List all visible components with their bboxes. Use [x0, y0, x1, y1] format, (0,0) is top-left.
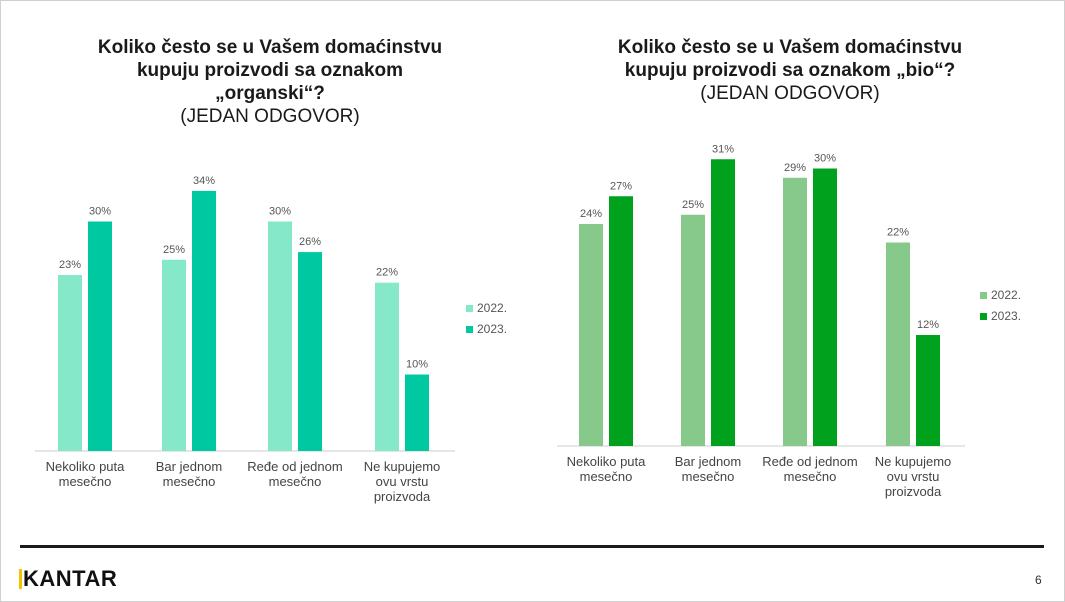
left-category-label-1-1: mesečno	[163, 474, 216, 489]
left-data-label-2022-1: 25%	[163, 244, 185, 256]
left-legend-swatch-2022	[466, 305, 473, 312]
kantar-logo-text: KANTAR	[23, 566, 118, 591]
left-category-label-3-0: Ne kupujemo	[364, 459, 441, 474]
page-number: 6	[1035, 573, 1042, 587]
right-category-label-0-1: mesečno	[580, 469, 633, 484]
left-category-label-3-1: ovu vrstu	[376, 474, 429, 489]
right-data-label-2023-0: 27%	[610, 180, 632, 192]
right-category-label-3-2: proizvoda	[885, 484, 942, 499]
right-category-label-1-0: Bar jednom	[675, 454, 741, 469]
right-legend-label-2023: 2023.	[991, 309, 1021, 323]
right-data-label-2023-1: 31%	[712, 143, 734, 155]
left-data-label-2023-1: 34%	[193, 175, 215, 187]
right-bar-2023-2	[813, 168, 837, 446]
left-bar-2023-1	[192, 190, 216, 451]
right-bar-2023-3	[916, 335, 940, 446]
right-category-label-3-0: Ne kupujemo	[875, 454, 952, 469]
kantar-logo: KANTAR	[19, 566, 117, 592]
right-bar-2023-1	[711, 159, 735, 446]
left-legend-label-2023: 2023.	[477, 322, 507, 336]
kantar-logo-mark	[19, 569, 22, 589]
footer-divider	[20, 545, 1044, 548]
right-category-label-1-1: mesečno	[682, 469, 735, 484]
left-category-label-2-1: mesečno	[269, 474, 322, 489]
left-data-label-2023-0: 30%	[89, 206, 111, 218]
left-bar-2023-2	[298, 252, 322, 451]
chart-right-title-line-1: Koliko često se u Vašem domaćinstvu	[617, 37, 963, 58]
left-data-label-2022-0: 23%	[59, 259, 81, 271]
right-category-label-2-1: mesečno	[784, 469, 837, 484]
right-data-label-2022-1: 25%	[682, 199, 704, 211]
left-category-label-3-2: proizvoda	[374, 489, 431, 504]
right-bar-2022-2	[783, 177, 807, 446]
chart-left-subtitle: (JEDAN ODGOVOR)	[180, 106, 360, 127]
left-legend-label-2022: 2022.	[477, 301, 507, 315]
right-bar-2023-0	[609, 196, 633, 446]
right-data-label-2022-2: 29%	[784, 162, 806, 174]
right-category-label-2-0: Ređe od jednom	[762, 454, 857, 469]
left-category-label-0-0: Nekoliko puta	[46, 459, 126, 474]
right-bar-2022-3	[886, 242, 910, 446]
chart-left-title: Koliko često se u Vašem domaćinstvu kupu…	[60, 36, 480, 128]
right-legend-label-2022: 2022.	[991, 288, 1021, 302]
left-bar-2022-3	[375, 282, 399, 451]
chart-right-subtitle: (JEDAN ODGOVOR)	[700, 83, 880, 104]
left-category-label-0-1: mesečno	[59, 474, 112, 489]
right-category-label-0-0: Nekoliko puta	[567, 454, 647, 469]
right-data-label-2022-0: 24%	[580, 208, 602, 220]
left-data-label-2022-2: 30%	[269, 206, 291, 218]
chart-left-title-line-3: „organski“?	[215, 83, 325, 104]
right-legend-swatch-2022	[980, 292, 987, 299]
left-bar-2022-2	[268, 221, 292, 451]
right-bar-2022-0	[579, 224, 603, 446]
left-data-label-2023-2: 26%	[299, 236, 321, 248]
right-data-label-2023-2: 30%	[814, 153, 836, 165]
left-bar-2023-3	[405, 374, 429, 451]
right-data-label-2022-3: 22%	[887, 227, 909, 239]
chart-right-title-line-2: kupuju proizvodi sa oznakom „bio“?	[624, 60, 956, 81]
right-category-label-3-1: ovu vrstu	[887, 469, 940, 484]
chart-right-title: Koliko često se u Vašem domaćinstvu kupu…	[580, 36, 1000, 105]
left-legend-swatch-2023	[466, 326, 473, 333]
left-category-label-2-0: Ređe od jednom	[247, 459, 342, 474]
left-category-label-1-0: Bar jednom	[156, 459, 222, 474]
right-data-label-2023-3: 12%	[917, 319, 939, 331]
right-bar-2022-1	[681, 214, 705, 446]
left-data-label-2023-3: 10%	[406, 359, 428, 371]
left-bar-2022-1	[162, 259, 186, 451]
chart-left-title-line-1: Koliko često se u Vašem domaćinstvu	[97, 37, 443, 58]
left-data-label-2022-3: 22%	[376, 267, 398, 279]
chart-left-title-line-2: kupuju proizvodi sa oznakom	[136, 60, 404, 81]
left-bar-2022-0	[58, 275, 82, 451]
left-bar-2023-0	[88, 221, 112, 451]
right-legend-swatch-2023	[980, 313, 987, 320]
